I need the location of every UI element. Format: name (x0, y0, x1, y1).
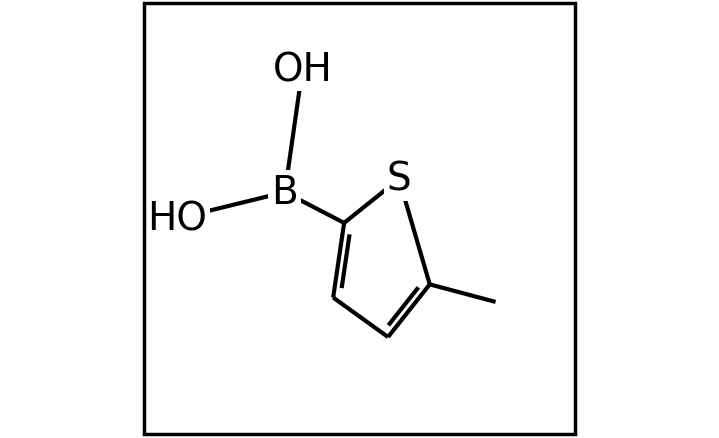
Text: S: S (387, 161, 411, 198)
Text: OH: OH (273, 51, 332, 89)
Text: HO: HO (147, 200, 207, 238)
Text: B: B (272, 174, 298, 212)
